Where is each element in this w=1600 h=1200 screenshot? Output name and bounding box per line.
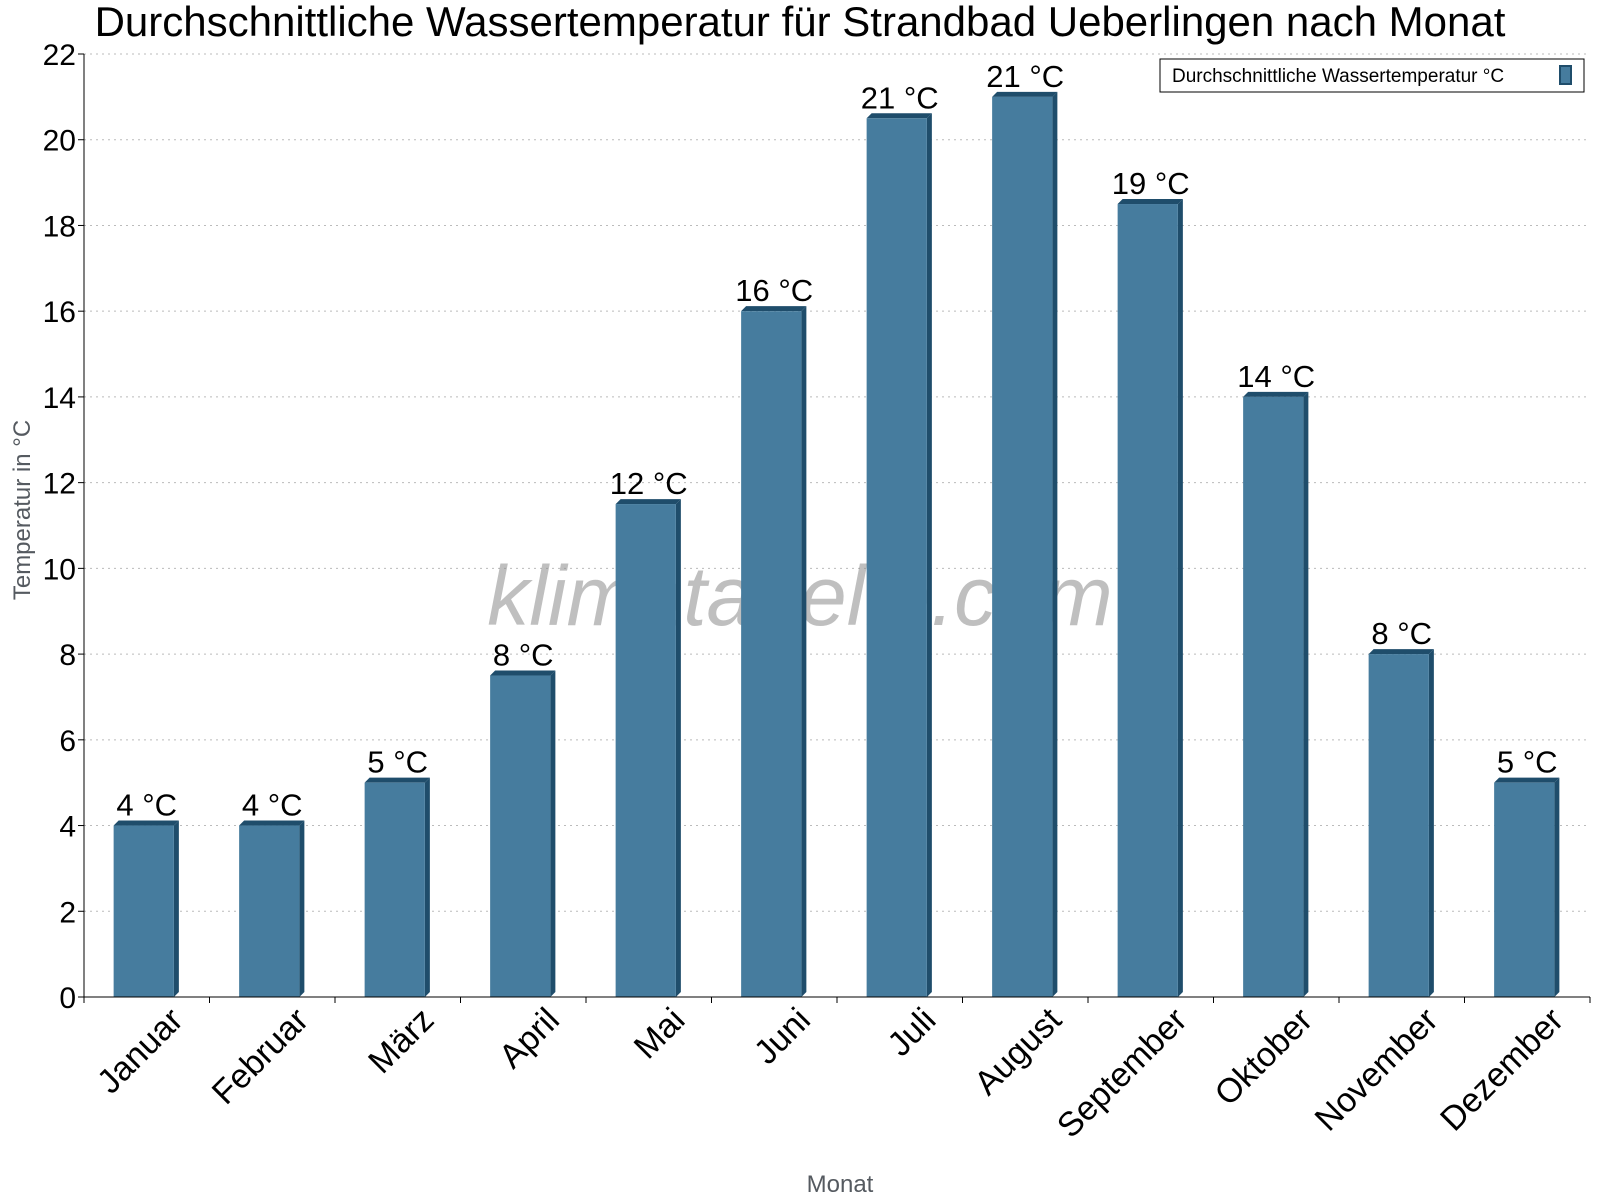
x-tick-label: Juni <box>747 1001 818 1072</box>
data-label: 8 °C <box>493 638 554 673</box>
x-tick-label: September <box>1050 1001 1194 1145</box>
x-tick-label: Mai <box>627 1001 693 1067</box>
bar-side <box>926 113 932 997</box>
bar <box>1117 204 1178 998</box>
bar <box>1494 782 1555 997</box>
bar-top <box>239 820 305 826</box>
bars <box>113 91 1560 998</box>
x-tick-label: Oktober <box>1208 1001 1320 1113</box>
data-label: 21 °C <box>861 80 939 115</box>
legend: Durchschnittliche Wassertemperatur °C <box>1159 58 1585 93</box>
bar-group <box>1368 649 1434 997</box>
x-tick-labels: Januar Februar März April Mai Juni Juli AugustS… <box>90 1000 1571 1145</box>
data-label: 12 °C <box>610 466 688 501</box>
bar-group <box>364 777 430 997</box>
grid-lines <box>84 53 1590 912</box>
chart-title: Durchschnittliche Wassertemperatur für S… <box>95 0 1506 45</box>
y-tick-label: 10 <box>43 553 76 586</box>
bar-top <box>1494 777 1560 783</box>
bar-side <box>1177 199 1183 998</box>
y-tick-label: 4 <box>59 811 76 844</box>
y-tick-label: 0 <box>59 982 76 1015</box>
x-tick-label: März <box>361 1001 441 1081</box>
bar-group <box>992 91 1058 997</box>
y-tick-label: 16 <box>43 296 76 329</box>
bar-top <box>866 113 932 119</box>
bar-top <box>615 499 681 505</box>
data-label: 5 °C <box>1497 745 1558 780</box>
x-tick-label: Januar <box>90 1001 190 1101</box>
y-axis-label: Temperatur in °C <box>9 420 36 600</box>
bar-group <box>239 820 305 997</box>
bar-top <box>113 820 179 826</box>
bar-group <box>1494 777 1560 997</box>
data-label: 4 °C <box>116 788 177 823</box>
data-label: 8 °C <box>1371 616 1432 651</box>
bar-group <box>866 113 932 997</box>
bar-top <box>364 777 430 783</box>
x-tick-label: August <box>967 1000 1069 1102</box>
bar-top <box>1117 199 1183 205</box>
data-label: 21 °C <box>986 59 1064 94</box>
bar-side <box>801 306 807 997</box>
bar-side <box>1052 91 1058 997</box>
bar-side <box>1303 391 1309 998</box>
bar <box>239 825 300 997</box>
bar-side <box>675 499 681 997</box>
bar-side <box>550 670 556 997</box>
bar-side <box>1554 777 1560 997</box>
bar <box>1368 654 1429 997</box>
bar-group <box>1243 391 1309 998</box>
bar <box>364 782 425 997</box>
legend-label: Durchschnittliche Wassertemperatur °C <box>1172 66 1504 87</box>
x-tick-label: April <box>492 1001 567 1076</box>
bar-group <box>113 820 179 997</box>
legend-swatch <box>1559 65 1572 85</box>
data-labels: 4 °C 4 °C 5 °C 8 °C 12 °C 16 °C 21 °C 21 °C 19 °… <box>116 59 1557 823</box>
bar-top <box>992 91 1058 97</box>
bar-top <box>1243 391 1309 397</box>
x-axis-label: Monat <box>807 1171 874 1198</box>
bar-side <box>424 777 430 997</box>
x-tick-label: Dezember <box>1433 1001 1571 1139</box>
x-tick-label: Juli <box>880 1001 943 1064</box>
data-label: 5 °C <box>367 745 428 780</box>
data-label: 4 °C <box>242 788 303 823</box>
bar-group <box>615 499 681 997</box>
bar-side <box>299 820 305 997</box>
axes <box>78 53 1591 1003</box>
bar-top <box>1368 649 1434 655</box>
y-tick-label: 2 <box>59 896 76 929</box>
bar <box>113 825 174 997</box>
bar-top <box>490 670 556 676</box>
x-tick-label: November <box>1308 1001 1446 1139</box>
y-tick-label: 8 <box>59 639 76 672</box>
legend-box <box>1159 58 1585 93</box>
y-tick-label: 22 <box>43 39 76 72</box>
bar-side <box>173 820 179 997</box>
bar <box>490 675 551 997</box>
x-tick-label: Februar <box>205 1001 316 1112</box>
y-tick-labels: 0 2 4 6 8 10 12 14 16 18 20 22 <box>43 39 76 1015</box>
y-tick-label: 12 <box>43 468 76 501</box>
bar <box>741 311 802 997</box>
data-label: 19 °C <box>1112 166 1190 201</box>
bar <box>866 118 927 997</box>
bar-group <box>1117 199 1183 998</box>
bar-group <box>741 306 807 997</box>
bar <box>992 96 1053 997</box>
bar <box>1243 396 1304 998</box>
data-label: 14 °C <box>1237 359 1315 394</box>
bar-group <box>490 670 556 997</box>
bar-side <box>1428 649 1434 997</box>
y-tick-label: 20 <box>43 125 76 158</box>
bar <box>615 504 676 997</box>
bar-top <box>741 306 807 312</box>
y-tick-label: 6 <box>59 725 76 758</box>
y-tick-label: 14 <box>43 382 76 415</box>
data-label: 16 °C <box>735 273 813 308</box>
y-tick-label: 18 <box>43 210 76 243</box>
